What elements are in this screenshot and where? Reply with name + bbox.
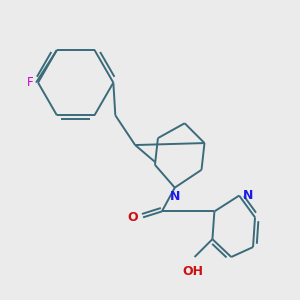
- Text: F: F: [26, 76, 33, 89]
- Text: N: N: [169, 190, 180, 202]
- Text: N: N: [243, 189, 254, 202]
- Text: OH: OH: [182, 265, 203, 278]
- Text: O: O: [128, 211, 138, 224]
